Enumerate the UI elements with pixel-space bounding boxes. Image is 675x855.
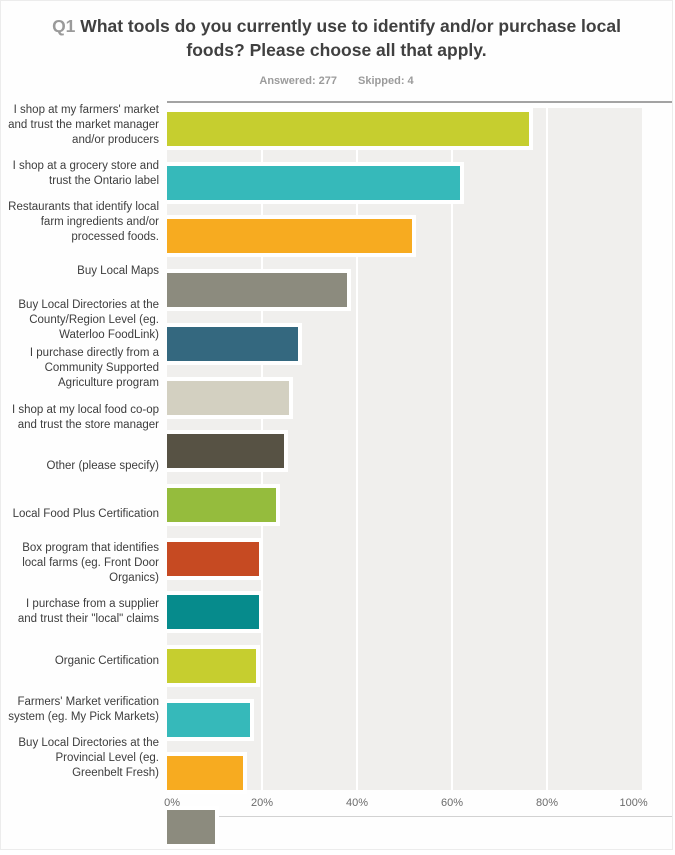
axis-tick-label: 60%: [440, 797, 464, 809]
category-label: Local Food Plus Certification: [12, 508, 159, 521]
category-labels-column: I shop at my farmers' market and trust t…: [1, 101, 167, 817]
bar-row: [167, 806, 642, 855]
bar-row: [167, 645, 642, 694]
category-label: Restaurants that identify local farm ing…: [8, 201, 159, 244]
bar-row: [167, 537, 642, 587]
bar-chart: I shop at my farmers' market and trust t…: [1, 101, 672, 849]
bar-row: [167, 376, 642, 426]
category-label: I shop at a grocery store and trust the …: [12, 160, 159, 188]
bar-row: [167, 483, 642, 533]
response-summary: Answered: 277 Skipped: 4: [1, 75, 672, 87]
bar-row: [167, 215, 642, 264]
bar: [167, 161, 465, 204]
gridline: [546, 108, 548, 790]
x-axis-ticks: 0% 20% 40% 60% 80% 100%: [164, 790, 647, 816]
plot-column: 0% 20% 40% 60% 80% 100%: [164, 101, 672, 849]
bar: [167, 108, 533, 150]
bar: [167, 645, 260, 688]
category-label: Buy Local Directories at the County/Regi…: [18, 298, 159, 341]
bar: [167, 430, 288, 473]
category-label: Organic Certification: [54, 654, 159, 667]
question-number: Q1: [52, 16, 76, 36]
category-label: I shop at my farmers' market and trust t…: [8, 103, 159, 146]
category-label: Buy Local Maps: [77, 264, 159, 277]
bar: [167, 752, 248, 795]
skipped-count: Skipped: 4: [358, 75, 414, 87]
bar: [167, 215, 417, 258]
axis-tick-label: 80%: [535, 797, 559, 809]
bar: [167, 483, 280, 526]
plot-track: [167, 108, 642, 849]
bar: [167, 322, 302, 365]
bar-row: [167, 591, 642, 640]
category-label: Box program that identifies local farms …: [22, 542, 159, 585]
gridline: [451, 108, 453, 790]
bar: [167, 269, 352, 312]
question-text: What tools do you currently use to ident…: [80, 16, 621, 60]
axis-tick-label: 100%: [619, 797, 648, 809]
answered-count: Answered: 277: [259, 75, 337, 87]
bar-row: [167, 322, 642, 372]
axis-tick-label: 20%: [250, 797, 274, 809]
bar-row: [167, 161, 642, 211]
category-label: I purchase directly from a Community Sup…: [29, 347, 159, 390]
axis-tick-label: 0%: [164, 797, 181, 809]
gridline: [356, 108, 358, 790]
question-title: Q1 What tools do you currently use to id…: [23, 14, 651, 62]
bar-row: [167, 752, 642, 801]
bar-row: [167, 430, 642, 479]
category-label: Buy Local Directories at the Provincial …: [18, 736, 159, 779]
bar-row: [167, 108, 642, 157]
bar: [167, 376, 294, 419]
bar: [167, 806, 219, 849]
bar-row: [167, 698, 642, 748]
category-label: I shop at my local food co-op and trust …: [11, 403, 159, 431]
bar: [167, 591, 263, 634]
bar: [167, 698, 255, 741]
category-label: Other (please specify): [46, 459, 160, 472]
bar-row: [167, 269, 642, 318]
category-label: Farmers' Market verification system (eg.…: [8, 695, 159, 723]
axis-tick-label: 40%: [345, 797, 369, 809]
bar: [167, 537, 263, 580]
category-label: I purchase from a supplier and trust the…: [17, 598, 159, 626]
